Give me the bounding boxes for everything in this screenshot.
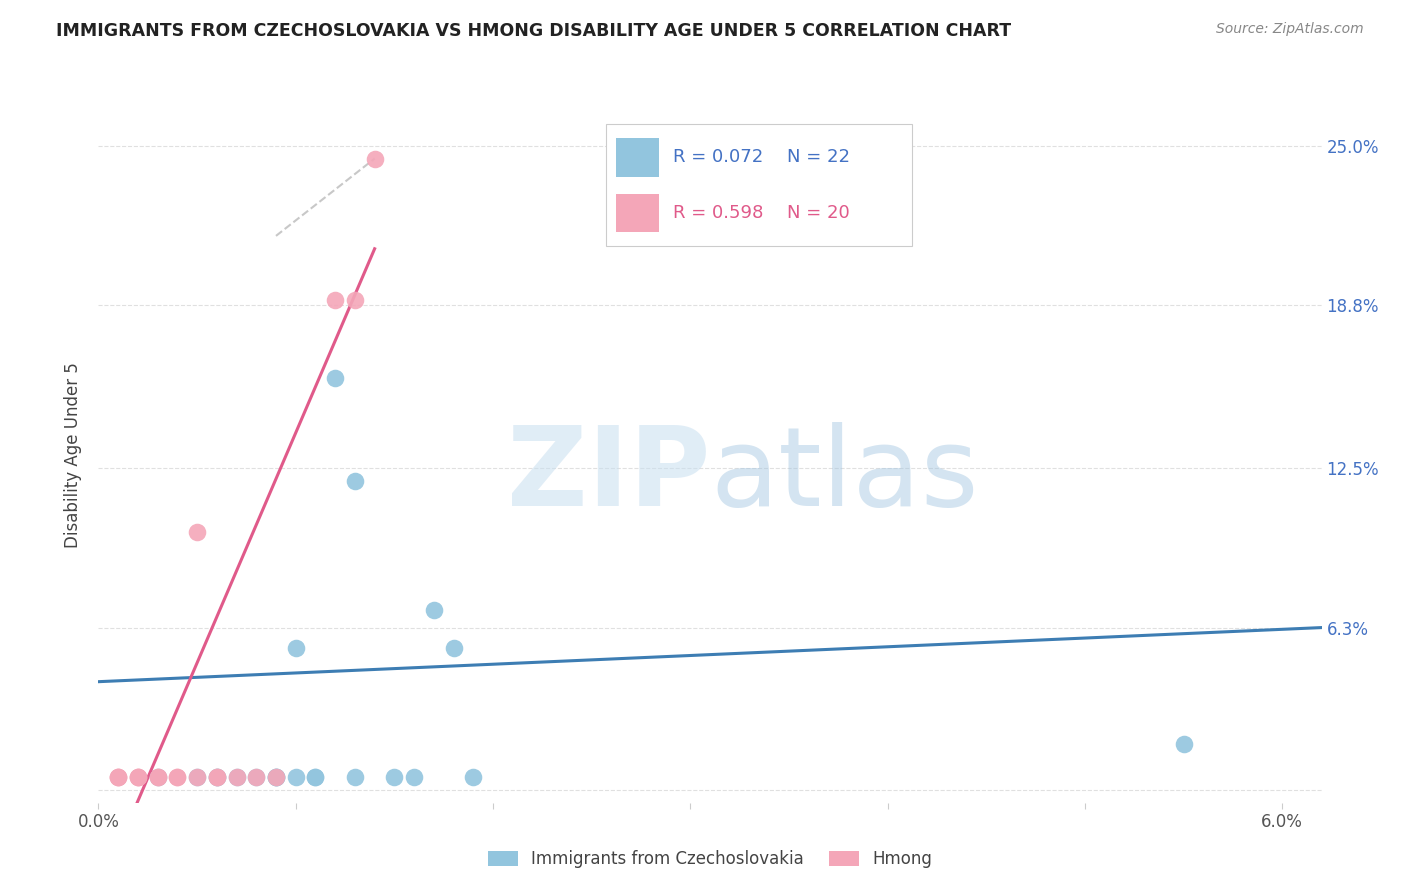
Point [323,293,346,308]
Point [284,770,307,784]
Point [146,770,169,784]
Point [166,770,188,784]
Point [146,770,169,784]
Text: Source: ZipAtlas.com: Source: ZipAtlas.com [1216,22,1364,37]
Point [205,770,228,784]
Point [284,641,307,656]
Point [127,770,149,784]
Point [264,770,287,784]
Point [107,770,129,784]
FancyBboxPatch shape [616,138,658,177]
Point [343,770,366,784]
Point [245,770,267,784]
Y-axis label: Disability Age Under 5: Disability Age Under 5 [65,362,83,548]
Point [107,770,129,784]
Text: atlas: atlas [710,422,979,529]
Text: N = 22: N = 22 [787,148,851,166]
Point [1173,737,1195,751]
Point [304,770,326,784]
Point [186,525,208,540]
Point [443,641,465,656]
Text: R = 0.072: R = 0.072 [673,148,763,166]
Point [404,770,426,784]
Point [146,770,169,784]
Text: N = 20: N = 20 [787,203,849,222]
Point [343,474,366,488]
FancyBboxPatch shape [616,194,658,232]
Point [264,770,287,784]
Point [343,293,366,308]
Legend: Immigrants from Czechoslovakia, Hmong: Immigrants from Czechoslovakia, Hmong [481,843,939,874]
Point [304,770,326,784]
Point [127,770,149,784]
Text: R = 0.598: R = 0.598 [673,203,763,222]
Point [205,770,228,784]
Point [382,770,405,784]
Point [245,770,267,784]
Point [166,770,188,784]
Point [186,770,208,784]
Text: ZIP: ZIP [506,422,710,529]
Point [363,152,385,166]
Point [225,770,247,784]
Point [225,770,247,784]
Point [186,770,208,784]
Point [107,770,129,784]
Point [205,770,228,784]
Point [127,770,149,784]
Point [423,602,446,616]
Point [323,370,346,384]
FancyBboxPatch shape [606,124,912,246]
Point [463,770,485,784]
Point [205,770,228,784]
Point [264,770,287,784]
Point [264,770,287,784]
Text: IMMIGRANTS FROM CZECHOSLOVAKIA VS HMONG DISABILITY AGE UNDER 5 CORRELATION CHART: IMMIGRANTS FROM CZECHOSLOVAKIA VS HMONG … [56,22,1011,40]
